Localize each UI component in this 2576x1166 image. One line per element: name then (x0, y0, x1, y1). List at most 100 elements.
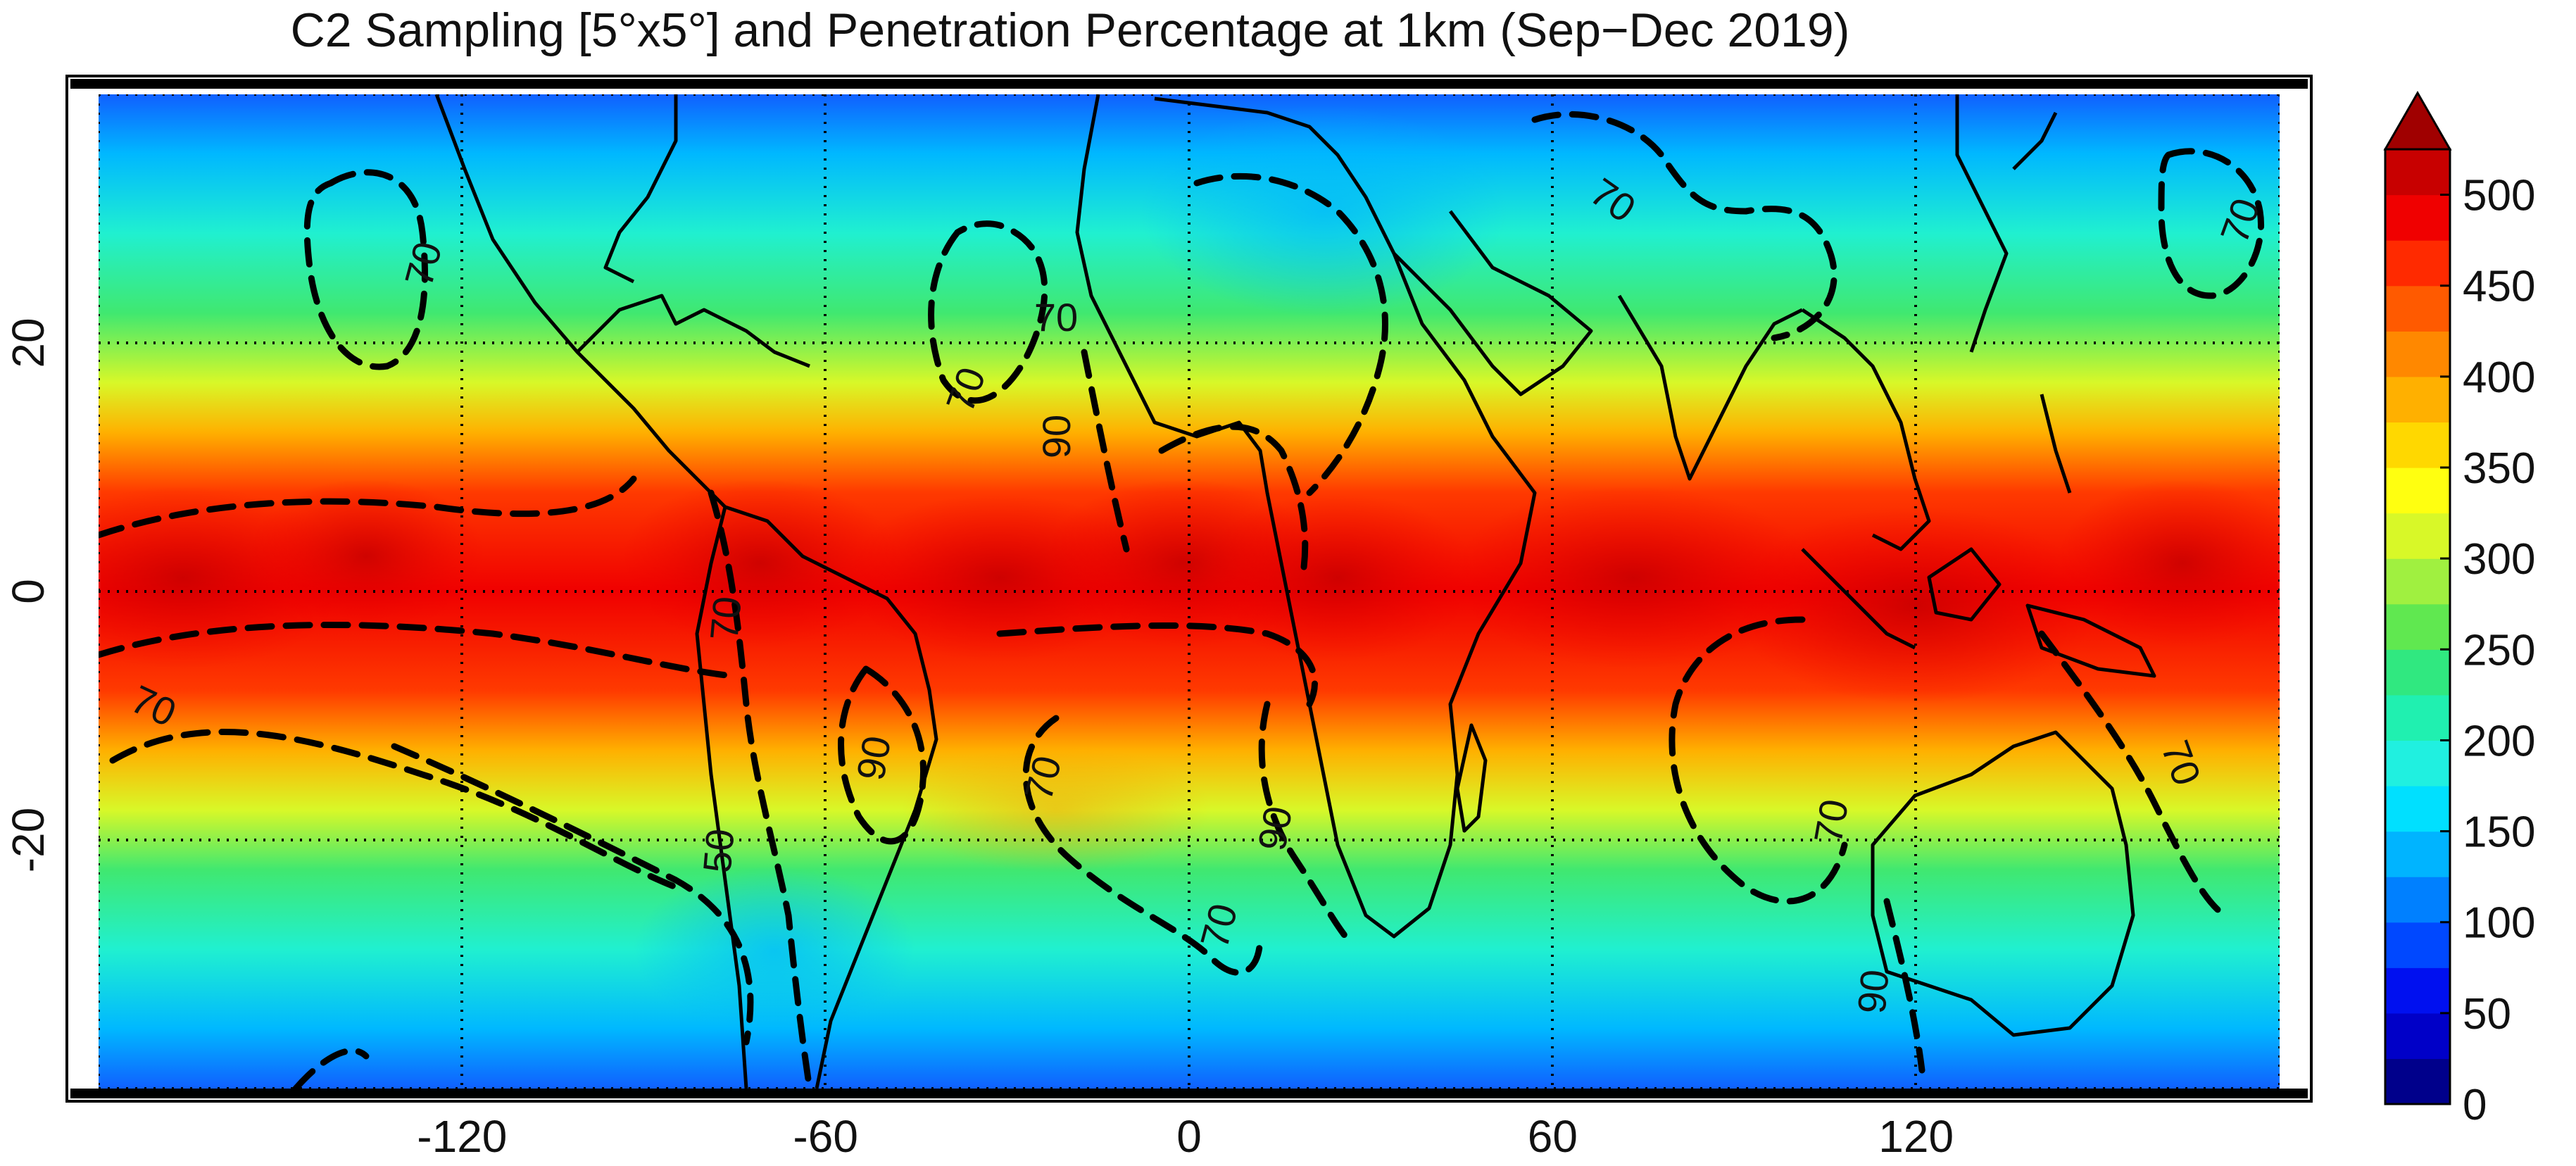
colorbar-segment (2385, 1058, 2450, 1105)
contour-90-north-africa-loop (1193, 173, 1388, 496)
contour-70-pacific-lower (109, 729, 679, 891)
coastline-new-guinea (2025, 603, 2156, 678)
coastline-india (1617, 294, 1804, 481)
colorbar-tick-label: 400 (2463, 353, 2535, 402)
y-tick-label: -20 (3, 808, 54, 873)
contour-label: 90 (1849, 968, 1897, 1016)
colorbar-segment (2385, 786, 2450, 832)
coastline-madagascar (1455, 723, 1488, 833)
colorbar-tick-label: 0 (2463, 1081, 2487, 1129)
contour-label: 70 (1805, 796, 1856, 846)
frame-bar-top (70, 79, 2308, 89)
contour-90-southern-africa (1258, 701, 1355, 947)
hotspot-west-pacific (2056, 479, 2280, 648)
contour-70-indian-ocean (1669, 616, 1848, 905)
colorbar: 0 50 100 150 200 250 300 350 400 450 500 (2383, 90, 2535, 1129)
colorbar-tick-label: 50 (2463, 990, 2511, 1039)
hotspot-africa (1197, 493, 1478, 662)
colorbar-segment (2385, 285, 2450, 332)
contour-70-atlantic-equator (996, 622, 1318, 708)
coastline-north-america-east (603, 94, 678, 284)
colorbar-tick-label: 500 (2463, 172, 2535, 220)
chart-title: C2 Sampling [5°x5°] and Penetration Perc… (290, 4, 1850, 57)
coastline-east-asia (1955, 94, 2009, 353)
colorbar-segment (2385, 1013, 2450, 1060)
contour-70-andes (708, 489, 813, 1089)
contour-label: 90 (1034, 415, 1079, 458)
y-tick-label: 20 (3, 318, 54, 368)
penetration-contours (99, 111, 2264, 1089)
cool-patch-north-africa (1141, 106, 1507, 317)
colorbar-tick-label: 300 (2463, 535, 2535, 584)
colorbar-segment (2385, 740, 2450, 786)
coastline-australia (1871, 730, 2135, 1037)
hotspot-maritime-continent (1732, 507, 2098, 704)
colorbar-tick-label: 200 (2463, 717, 2535, 765)
colorbar-segment (2385, 831, 2450, 877)
colorbar-segment (2385, 240, 2450, 287)
coastline-sumatra (1801, 548, 1916, 650)
colorbar-tick-label: 100 (2463, 899, 2535, 948)
colorbar-segment (2385, 877, 2450, 923)
hotspot-peru (620, 479, 901, 648)
contour-label: 50 (694, 827, 742, 875)
colorbar-segment (2385, 149, 2450, 196)
contour-70-pacific-northwest (303, 169, 428, 370)
x-tick-label: 60 (1528, 1111, 1578, 1162)
x-tick-label: 120 (1878, 1111, 1954, 1162)
colorbar-segment (2385, 649, 2450, 696)
coastline-southeast-asia (1801, 308, 1931, 551)
x-tick-label: -120 (417, 1111, 507, 1162)
contour-70-far-southwest (292, 1047, 370, 1089)
coastline-japan (2012, 111, 2058, 170)
hotspot-indian-ocean (1450, 486, 1816, 669)
hotspot-pacific-central (246, 479, 486, 634)
colorbar-segment (2385, 694, 2450, 741)
colorbar-segment (2385, 194, 2450, 241)
colorbar-segment (2385, 331, 2450, 377)
gridlines (99, 94, 2280, 1089)
coastline-africa (1075, 94, 1537, 939)
cool-patch-south-america (634, 866, 915, 1035)
contour-90-africa-interior (1158, 423, 1309, 581)
x-tick-label: 0 (1176, 1111, 1202, 1162)
colorbar-segment (2385, 922, 2450, 968)
contour-70-pacific-upper (99, 475, 637, 539)
y-axis-tick-labels: -20 0 20 (3, 318, 54, 872)
colorbar-tick-label: 250 (2463, 626, 2535, 675)
contour-70-west-pacific-north (2158, 148, 2264, 299)
contour-90-west-africa (1081, 349, 1130, 553)
contour-50-chile (391, 743, 754, 1046)
x-tick-label: -60 (793, 1111, 858, 1162)
contour-label: 90 (1249, 803, 1300, 853)
coastline-borneo (1927, 547, 2002, 622)
colorbar-tick-label: 450 (2463, 263, 2535, 311)
contour-label: 70 (701, 595, 749, 643)
colorbar-tick-label: 150 (2463, 808, 2535, 857)
colorbar-outline (2384, 148, 2451, 1105)
contour-90-brazil (838, 665, 926, 845)
colorbar-segment (2385, 603, 2450, 650)
coastline-philippines (2040, 394, 2072, 494)
frame-bar-bottom (70, 1089, 2308, 1098)
coastlines (434, 94, 2156, 1089)
contour-70-west-pacific-south (2038, 630, 2228, 919)
contour-70-sahara-west (928, 220, 1048, 404)
colorbar-segment (2385, 422, 2450, 468)
contour-70-asia (1531, 111, 1837, 341)
colorbar-segment (2385, 376, 2450, 423)
coastline-gulf-caribbean (576, 294, 810, 368)
colorbar-segment (2385, 468, 2450, 514)
contour-70-south-atlantic (1022, 715, 1264, 976)
colorbar-segment (2385, 513, 2450, 559)
colorbar-extend-triangle (2383, 90, 2452, 151)
colorbar-tick-label: 350 (2463, 444, 2535, 493)
colorbar-segment (2385, 558, 2450, 605)
x-axis-tick-labels: -120 -60 0 60 120 (417, 1111, 1954, 1162)
contour-label: 70 (1034, 295, 1078, 339)
contour-label: 90 (848, 732, 899, 783)
contour-90-australia (1883, 898, 1925, 1074)
y-tick-label: 0 (3, 579, 54, 604)
coastline-arabia (1393, 210, 1593, 396)
colorbar-segment (2385, 967, 2450, 1014)
